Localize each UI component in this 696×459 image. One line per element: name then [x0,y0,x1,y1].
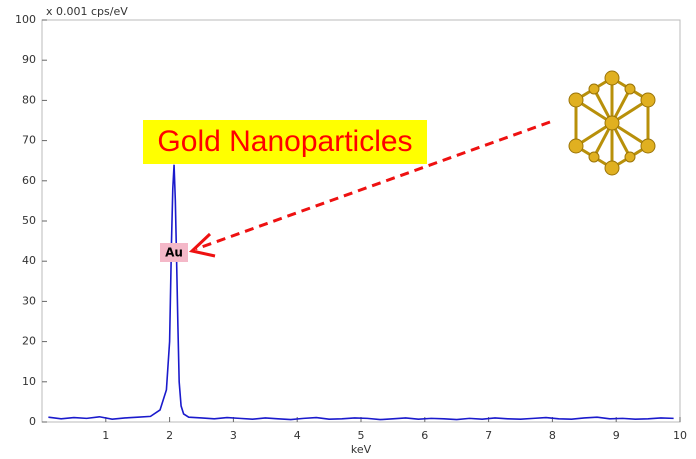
peak-label: Au [165,246,183,260]
x-tick-label: 6 [421,429,428,442]
x-tick-label: 1 [102,429,109,442]
x-tick-label: 3 [230,429,237,442]
plot-frame [42,20,680,422]
x-axis-label: keV [351,443,372,456]
y-tick-label: 40 [22,254,36,267]
x-tick-label: 5 [358,429,365,442]
y-tick-label: 60 [22,174,36,187]
y-unit-label: x 0.001 cps/eV [46,5,128,18]
y-tick-label: 80 [22,93,36,106]
y-tick-label: 10 [22,375,36,388]
y-tick-label: 20 [22,335,36,348]
y-tick-label: 90 [22,53,36,66]
x-tick-label: 7 [485,429,492,442]
y-tick-label: 30 [22,294,36,307]
y-tick-label: 70 [22,134,36,147]
x-tick-label: 4 [294,429,301,442]
y-tick-label: 50 [22,214,36,227]
x-tick-label: 10 [673,429,687,442]
x-tick-label: 8 [549,429,556,442]
x-tick-label: 2 [166,429,173,442]
title-box-text: Gold Nanoparticles [157,125,412,158]
y-tick-label: 0 [29,415,36,428]
y-tick-label: 100 [15,13,36,26]
x-tick-label: 9 [613,429,620,442]
chart: x 0.001 cps/eV keV 0 10 20 30 40 50 60 70 80 90 10… [0,0,696,459]
